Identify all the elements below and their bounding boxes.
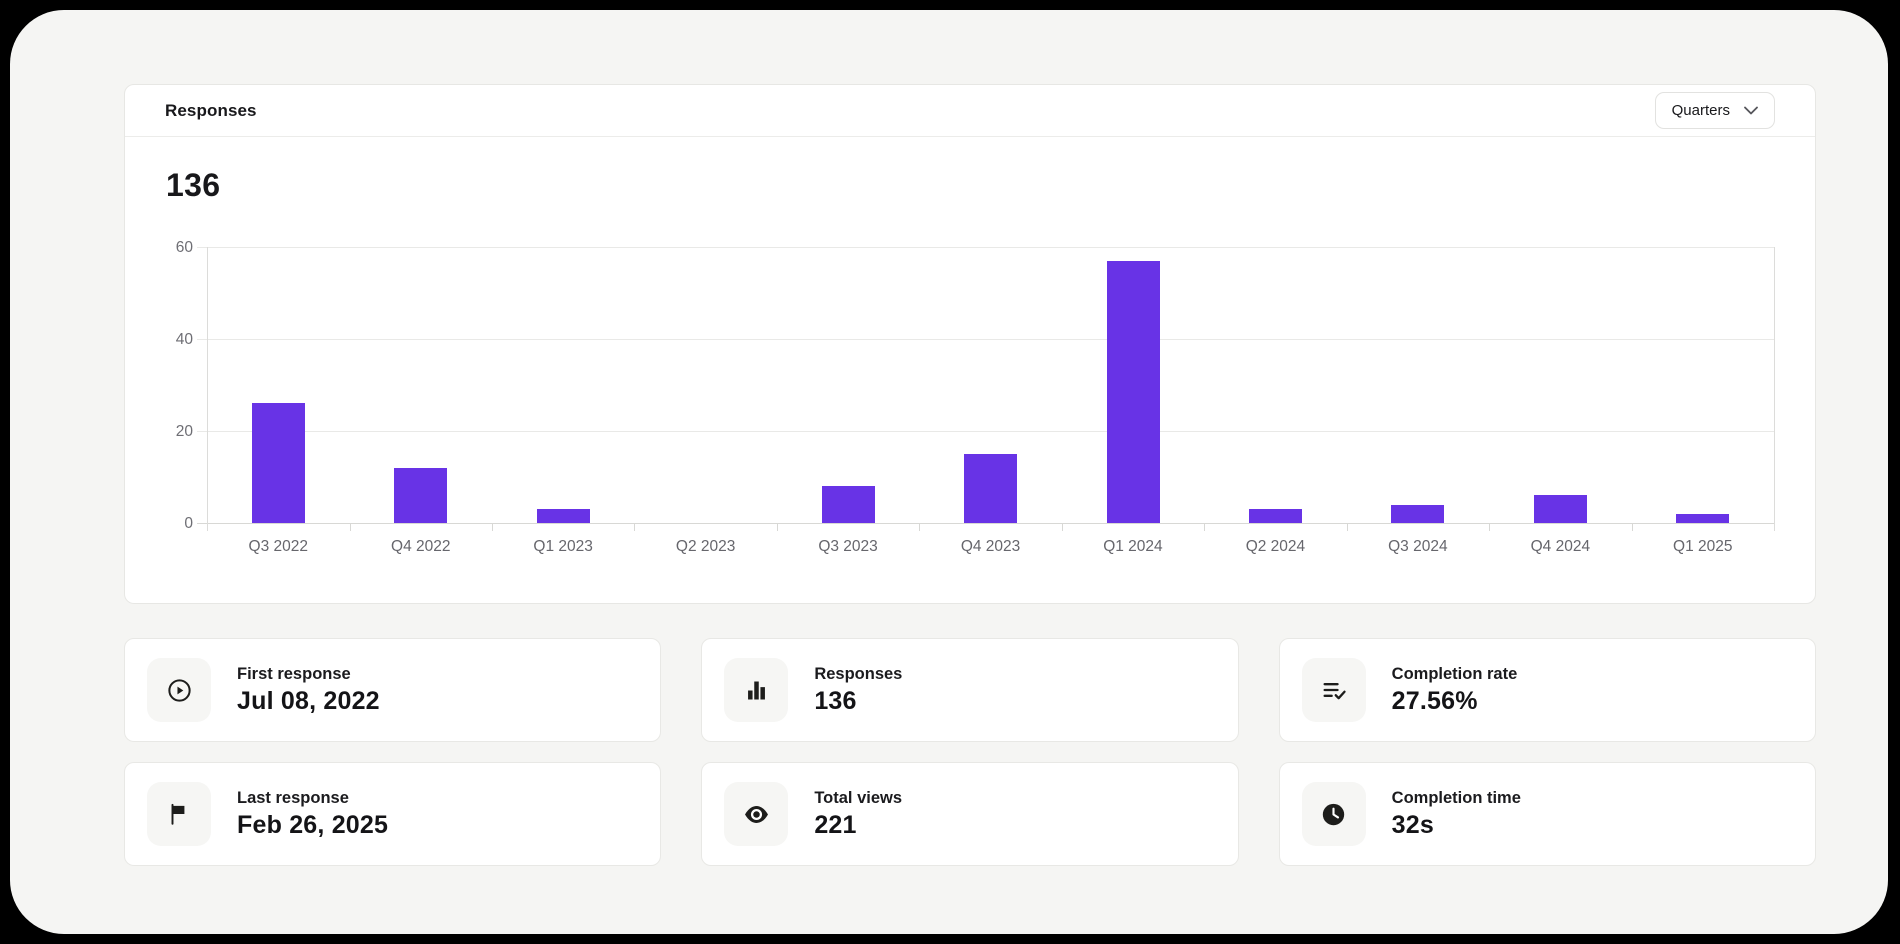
x-axis-label: Q4 2024	[1530, 538, 1591, 555]
x-axis-tick	[1631, 523, 1633, 531]
chart-header: Responses Quarters	[125, 85, 1815, 137]
stat-card-completion-rate: Completion rate 27.56%	[1278, 638, 1816, 742]
stat-value: 136	[814, 686, 857, 715]
stat-label: Responses	[814, 664, 903, 683]
bar-q4-2024	[1533, 495, 1587, 523]
stat-card-responses: Responses 136	[701, 638, 1239, 742]
stat-text: First response Jul 08, 2022	[237, 665, 380, 716]
stat-text: Last response Feb 26, 2025	[237, 789, 388, 840]
bar-q4-2023	[964, 454, 1017, 523]
y-axis-label: 40	[175, 331, 193, 348]
stat-value: 32s	[1391, 810, 1434, 839]
total-responses-count: 136	[166, 167, 221, 203]
stat-card-total-views: Total views 221	[701, 762, 1239, 866]
stat-text: Total views 221	[814, 789, 902, 840]
bar-chart: 0 20 40 60 Q3 2022 Q4 2022 Q1 2023 Q2 2023 Q3 20…	[125, 85, 1815, 603]
x-axis-label: Q1 2024	[1103, 538, 1163, 555]
gridline	[197, 247, 1774, 248]
chart-title: Responses	[165, 100, 257, 120]
chevron-down-icon	[1744, 106, 1758, 115]
stat-value: 221	[814, 810, 857, 839]
x-axis-tick	[1061, 523, 1063, 531]
plot-right-border	[1774, 247, 1775, 531]
x-axis-label: Q2 2023	[675, 538, 736, 555]
list-check-icon	[1301, 658, 1366, 722]
bar-q3-2024	[1391, 504, 1445, 523]
play-circle-icon	[147, 658, 211, 722]
y-axis-label: 60	[175, 239, 193, 256]
x-axis-tick	[1489, 523, 1491, 531]
x-axis-label: Q4 2022	[391, 538, 451, 555]
stats-grid: First response Jul 08, 2022 Responses 136 Co…	[124, 638, 1816, 866]
stat-text: Responses 136	[814, 665, 902, 716]
bar-chart-icon	[724, 658, 789, 722]
stat-value: Jul 08, 2022	[237, 686, 380, 715]
bar-q2-2024	[1248, 509, 1302, 523]
x-axis-tick	[349, 523, 351, 531]
x-axis-label: Q1 2023	[533, 538, 593, 555]
x-axis-label: Q3 2022	[248, 538, 308, 555]
x-axis-label: Q4 2023	[960, 538, 1021, 555]
x-axis-tick	[1346, 523, 1348, 531]
responses-chart-card: Responses Quarters 136 0 20 40 60 Q3 2022 Q4 …	[124, 84, 1816, 604]
bar-q1-2024	[1106, 260, 1160, 523]
stat-label: First response	[237, 664, 351, 683]
x-axis-tick	[919, 523, 921, 531]
stat-label: Completion time	[1391, 788, 1521, 807]
y-axis-label: 20	[175, 423, 193, 440]
stat-card-completion-time: Completion time 32s	[1278, 762, 1816, 866]
interval-select-label: Quarters	[1671, 102, 1730, 119]
flag-icon	[147, 782, 211, 846]
clock-icon	[1301, 782, 1366, 846]
bar-q4-2022	[394, 467, 448, 523]
stat-card-last-response: Last response Feb 26, 2025	[124, 762, 662, 866]
stat-label: Last response	[237, 788, 349, 807]
gridline	[197, 523, 1774, 524]
interval-select[interactable]: Quarters	[1654, 92, 1775, 129]
x-axis-label: Q3 2024	[1388, 538, 1448, 555]
app-panel: Responses Quarters 136 0 20 40 60 Q3 2022 Q4 …	[10, 10, 1888, 934]
eye-icon	[724, 782, 789, 846]
bar-q3-2022	[251, 403, 305, 523]
x-axis-label: Q3 2023	[818, 538, 878, 555]
stat-value: Feb 26, 2025	[237, 810, 389, 839]
x-axis-tick	[491, 523, 493, 531]
gridline	[197, 339, 1774, 340]
x-axis-tick	[776, 523, 778, 531]
bar-q3-2023	[821, 486, 875, 523]
gridline	[197, 431, 1774, 432]
x-axis-label: Q2 2024	[1245, 538, 1306, 555]
y-axis-line	[207, 247, 208, 531]
x-axis-tick	[1204, 523, 1206, 531]
stat-card-first-response: First response Jul 08, 2022	[124, 638, 662, 742]
x-axis-label: Q1 2025	[1673, 538, 1733, 555]
bar-q1-2025	[1676, 513, 1730, 523]
stat-value: 27.56%	[1391, 686, 1478, 715]
bar-q1-2023	[536, 509, 590, 523]
y-axis-label: 0	[184, 515, 193, 532]
stat-text: Completion time 32s	[1392, 789, 1521, 840]
stat-label: Total views	[814, 788, 903, 807]
x-axis-tick	[634, 523, 636, 531]
stat-text: Completion rate 27.56%	[1392, 665, 1518, 716]
stat-label: Completion rate	[1391, 664, 1518, 683]
